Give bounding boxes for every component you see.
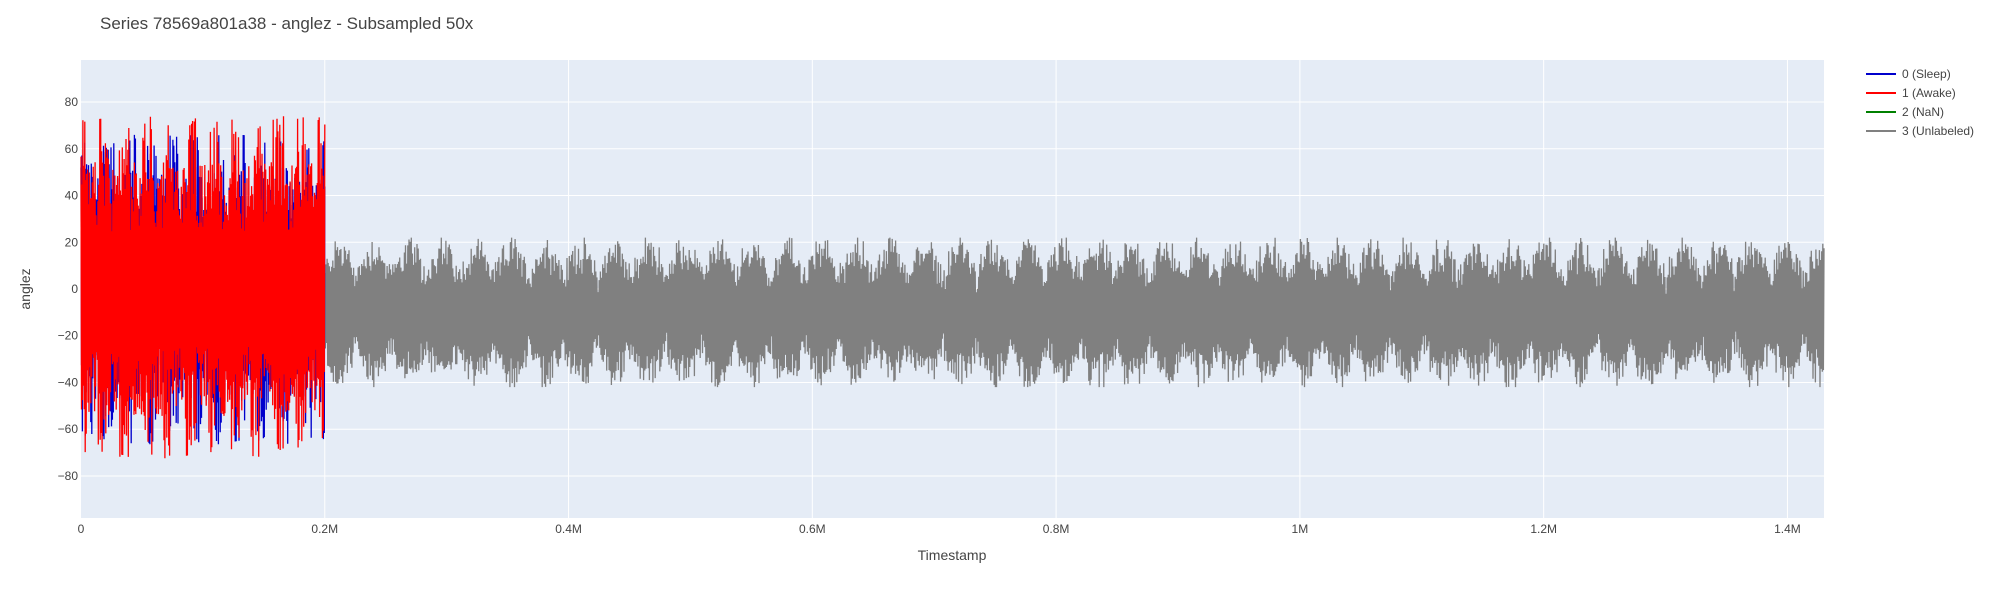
y-tick-label: 20 [65,235,79,249]
y-tick-label: −40 [58,375,79,389]
x-axis: 0 0.2M 0.4M 0.6M 0.8M 1M 1.2M 1.4M [78,522,1801,536]
x-tick-label: 1M [1292,522,1309,536]
y-tick-label: 0 [71,282,78,296]
grid [81,60,1824,518]
legend-label: 2 (NaN) [1902,105,1944,119]
legend-item[interactable]: 3 (Unlabeled) [1866,124,1974,138]
y-tick-label: 60 [65,142,79,156]
legend[interactable]: 0 (Sleep) 1 (Awake) 2 (NaN) 3 (Unlabeled) [1866,67,1974,138]
series-layer [80,116,1825,459]
chart-title: Series 78569a801a38 - anglez - Subsample… [100,14,474,33]
x-tick-label: 1.4M [1774,522,1801,536]
y-axis-title: anglez [17,268,33,309]
legend-item[interactable]: 0 (Sleep) [1866,67,1951,81]
series-line-awake [80,116,326,459]
series-line-unlabeled [324,237,1825,388]
x-tick-label: 0 [78,522,85,536]
y-tick-label: 80 [65,95,79,109]
x-axis-title: Timestamp [918,547,987,563]
legend-label: 1 (Awake) [1902,86,1956,100]
plot-area [80,116,1825,459]
x-tick-label: 0.8M [1043,522,1070,536]
x-tick-label: 0.6M [799,522,826,536]
legend-label: 3 (Unlabeled) [1902,124,1974,138]
y-tick-label: −60 [58,422,79,436]
x-tick-label: 0.4M [555,522,582,536]
y-tick-label: −20 [58,329,79,343]
y-tick-label: 40 [65,189,79,203]
legend-label: 0 (Sleep) [1902,67,1951,81]
x-tick-label: 0.2M [311,522,338,536]
legend-item[interactable]: 1 (Awake) [1866,86,1956,100]
legend-item[interactable]: 2 (NaN) [1866,105,1944,119]
y-tick-label: −80 [58,469,79,483]
y-axis: 80 60 40 20 0 −20 −40 −60 −80 [58,95,79,483]
x-tick-label: 1.2M [1530,522,1557,536]
